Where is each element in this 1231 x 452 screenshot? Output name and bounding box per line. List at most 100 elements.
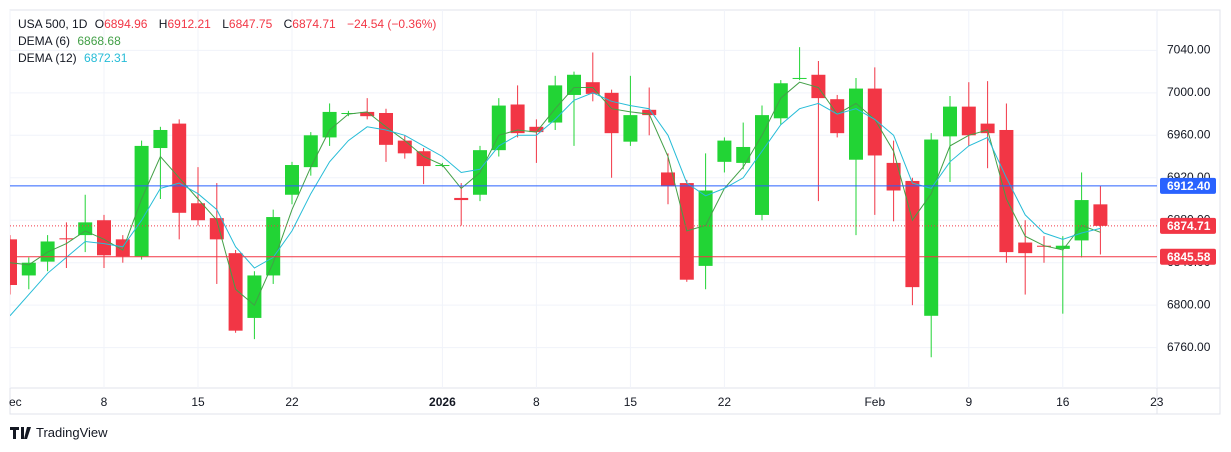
candle-body	[303, 135, 318, 168]
candle-body	[285, 165, 299, 195]
candle-body	[510, 104, 525, 134]
symbol: USA 500, 1D	[18, 17, 88, 31]
indicator-value: 6872.31	[84, 51, 128, 65]
indicator-value: 6868.68	[77, 34, 121, 48]
indicator-legend: DEMA (12) 6872.31	[18, 50, 131, 67]
price-tag	[1160, 248, 1216, 265]
candle-body	[604, 92, 619, 134]
candle-body	[397, 140, 412, 154]
x-tick-label: 15	[191, 395, 205, 409]
candle-body	[191, 203, 205, 221]
candle-body	[980, 123, 995, 134]
ohlc-value: 6894.96	[104, 17, 148, 31]
candle-body	[1093, 204, 1108, 226]
y-tick-label: 7040.00	[1167, 43, 1211, 57]
candle-body	[379, 112, 393, 145]
candle-body	[172, 123, 187, 213]
candle-body	[322, 111, 337, 138]
x-tick-label: 23	[1150, 395, 1164, 409]
ohlc-value: 6847.75	[228, 17, 273, 31]
price-tag-label: 6845.58	[1167, 250, 1211, 264]
candle-body	[924, 139, 939, 316]
candle-body	[905, 180, 920, 288]
candle-body	[849, 88, 863, 160]
x-tick-label: 2026	[429, 395, 456, 409]
ohlc: C6874.71	[284, 17, 340, 31]
price-tag-label: 6874.71	[1167, 219, 1211, 233]
candle-body	[999, 129, 1014, 253]
x-tick-label: 8	[533, 395, 540, 409]
candle-body	[10, 239, 17, 286]
candle-body	[454, 197, 469, 201]
candle-body	[961, 106, 976, 136]
candle-body	[548, 85, 563, 123]
x-tick-label: 9	[965, 395, 972, 409]
x-tick-label: 8	[101, 395, 108, 409]
ohlc-value: 6874.71	[292, 17, 336, 31]
candle-body	[341, 112, 356, 114]
candle-body	[115, 239, 130, 257]
x-tick-label: 16	[1056, 395, 1070, 409]
x-tick-label: 22	[285, 395, 299, 409]
candle-body	[792, 77, 807, 79]
ohlc: H6912.21	[159, 17, 215, 31]
candle-body	[661, 172, 675, 187]
y-tick-label: 7000.00	[1167, 85, 1211, 99]
candle-body	[21, 262, 36, 276]
ohlc-legend: USA 500, 1D O6894.96 H6912.21 L6847.75 C…	[18, 16, 440, 33]
candle-body	[830, 99, 845, 134]
price-tag	[1160, 217, 1216, 234]
y-tick-label: 6960.00	[1167, 127, 1211, 141]
candle-body	[266, 217, 281, 276]
candle-body	[529, 126, 544, 133]
candle-body	[717, 140, 732, 162]
candle-body	[567, 74, 581, 95]
footer: TradingView	[10, 425, 108, 440]
ohlc-value: 6912.21	[167, 17, 211, 31]
indicator-name: DEMA (12)	[18, 51, 77, 65]
candle-body	[886, 162, 901, 191]
indicator-line	[10, 81, 1101, 307]
logo	[10, 426, 31, 439]
ohlc-label: C	[283, 17, 293, 31]
indicator-legend: DEMA (6) 6868.68	[18, 33, 125, 50]
x-tick-label: ec	[9, 395, 22, 409]
candle-body	[59, 238, 74, 240]
candle-body	[491, 105, 506, 151]
price-tag-label: 6912.40	[1167, 179, 1211, 193]
ohlc-label: H	[158, 17, 168, 31]
candle-body	[698, 190, 713, 266]
indicator-name: DEMA (6)	[18, 34, 71, 48]
brand: TradingView	[36, 425, 108, 440]
ohlc-label: O	[94, 17, 105, 31]
candle-body	[755, 115, 769, 215]
ohlc-label: L	[222, 17, 229, 31]
change: −24.54 (−0.36%)	[347, 17, 437, 31]
candle-body	[134, 145, 149, 257]
x-tick-label: 22	[718, 395, 732, 409]
x-tick-label: 15	[624, 395, 638, 409]
price-tag	[1160, 177, 1216, 194]
candle-body	[642, 109, 657, 116]
y-tick-label: 6800.00	[1167, 297, 1211, 311]
candle-body	[360, 111, 375, 117]
ohlc: L6847.75	[222, 17, 276, 31]
ohlc: O6894.96	[95, 17, 152, 31]
candle-body	[867, 88, 882, 156]
candle-body	[97, 220, 111, 256]
candle-body	[416, 151, 431, 167]
candle-body	[773, 83, 788, 119]
candle-body	[1018, 242, 1033, 254]
candle-body	[943, 106, 957, 137]
candle-body	[228, 253, 243, 331]
indicator-line	[10, 92, 1101, 317]
x-tick-label: Feb	[864, 395, 885, 409]
candle-body	[1055, 245, 1070, 249]
candle-body	[247, 275, 262, 318]
candle-body	[153, 129, 168, 149]
candle-body	[1037, 245, 1051, 247]
y-tick-label: 6760.00	[1167, 340, 1211, 354]
candle-body	[736, 146, 751, 163]
